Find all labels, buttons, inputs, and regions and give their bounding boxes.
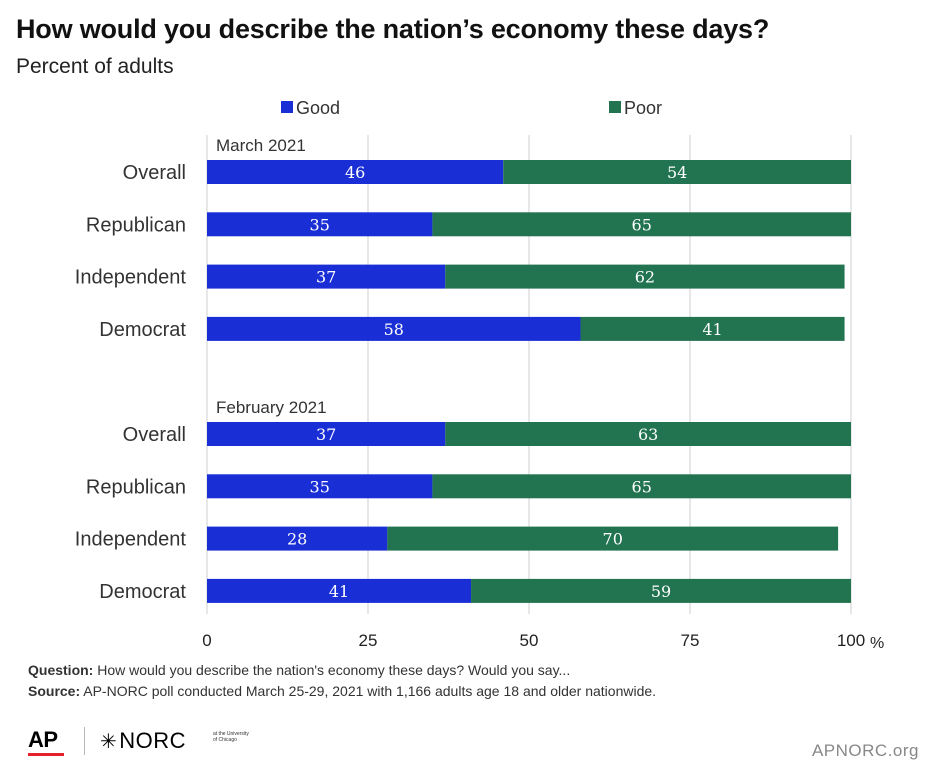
category-label: Overall bbox=[123, 162, 186, 184]
bar-value-label: 41 bbox=[329, 582, 349, 601]
bar-value-label: 41 bbox=[702, 320, 722, 339]
category-label: Overall bbox=[123, 424, 186, 446]
x-tick-label-50: 50 bbox=[520, 631, 539, 650]
bar-poor bbox=[445, 264, 845, 289]
bar-poor bbox=[580, 316, 845, 341]
bar-good bbox=[207, 160, 504, 184]
category-label: Democrat bbox=[99, 319, 186, 341]
bar-value-label: 46 bbox=[345, 163, 365, 182]
bar-value-label: 35 bbox=[310, 477, 330, 496]
bar-value-label: 28 bbox=[287, 530, 307, 549]
x-tick-label-0: 0 bbox=[202, 631, 211, 650]
bar-value-label: 37 bbox=[316, 268, 336, 287]
bar-poor bbox=[445, 422, 851, 446]
question-text: How would you describe the nation's econ… bbox=[93, 662, 571, 678]
source-text: AP-NORC poll conducted March 25-29, 2021… bbox=[80, 683, 657, 699]
x-tick-label-100: 100 bbox=[837, 631, 865, 650]
bar-good bbox=[207, 474, 433, 499]
bar-poor bbox=[432, 212, 851, 237]
bar-good bbox=[207, 578, 472, 603]
bar-good bbox=[207, 422, 446, 446]
group-label: February 2021 bbox=[216, 398, 327, 417]
category-label: Democrat bbox=[99, 581, 186, 603]
x-unit-label: % bbox=[870, 635, 884, 652]
source-note: Source: AP-NORC poll conducted March 25-… bbox=[28, 683, 656, 699]
bar-value-label: 70 bbox=[603, 530, 623, 549]
bar-value-label: 62 bbox=[635, 268, 655, 287]
bar-poor bbox=[387, 526, 839, 551]
bar-value-label: 65 bbox=[632, 215, 652, 234]
category-label: Independent bbox=[75, 529, 187, 551]
category-label: Republican bbox=[86, 476, 186, 498]
bar-value-label: 54 bbox=[667, 163, 687, 182]
legend-label-good: Good bbox=[296, 98, 340, 118]
bar-value-label: 58 bbox=[384, 320, 404, 339]
category-label: Independent bbox=[75, 267, 187, 289]
chart-subtitle: Percent of adults bbox=[16, 55, 174, 78]
legend-swatch-poor bbox=[609, 101, 621, 113]
bar-value-label: 63 bbox=[638, 425, 658, 444]
site-url: APNORC.org bbox=[811, 741, 919, 760]
logo-divider bbox=[84, 727, 85, 755]
bar-good bbox=[207, 264, 446, 289]
question-label: Question: bbox=[28, 662, 94, 678]
ap-logo: AP bbox=[28, 727, 58, 752]
x-tick-label-25: 25 bbox=[359, 631, 378, 650]
bar-good bbox=[207, 212, 433, 237]
x-tick-label-75: 75 bbox=[681, 631, 700, 650]
source-label: Source: bbox=[28, 683, 81, 699]
bar-value-label: 37 bbox=[316, 425, 336, 444]
norc-logo: ✳NORC bbox=[100, 728, 186, 754]
bar-poor bbox=[471, 578, 851, 603]
norc-logo-text: NORC bbox=[119, 728, 187, 753]
bar-poor bbox=[503, 160, 851, 184]
bar-good bbox=[207, 316, 581, 341]
group-label: March 2021 bbox=[216, 136, 306, 155]
norc-logo-subtext: at the University of Chicago bbox=[213, 731, 249, 743]
bar-value-label: 59 bbox=[651, 582, 671, 601]
star-asterisk-icon: ✳ bbox=[100, 731, 118, 753]
ap-logo-bar bbox=[28, 753, 64, 756]
bar-poor bbox=[432, 474, 851, 499]
legend-swatch-good bbox=[281, 101, 293, 113]
bar-value-label: 35 bbox=[310, 215, 330, 234]
category-label: Republican bbox=[86, 214, 186, 236]
chart-title: How would you describe the nation’s econ… bbox=[16, 14, 770, 44]
legend-label-poor: Poor bbox=[624, 98, 662, 118]
question-note: Question: How would you describe the nat… bbox=[28, 662, 570, 678]
bar-value-label: 65 bbox=[632, 477, 652, 496]
bar-good bbox=[207, 526, 388, 551]
